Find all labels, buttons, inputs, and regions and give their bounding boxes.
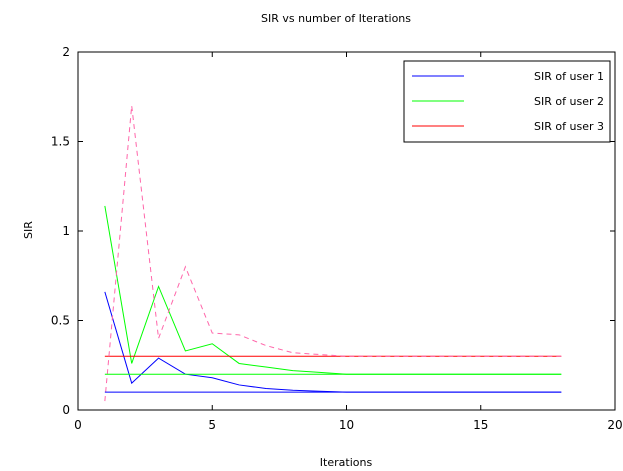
x-tick-label: 15 bbox=[473, 418, 488, 432]
y-tick-label: 1.5 bbox=[51, 135, 70, 149]
y-tick-label: 1 bbox=[62, 224, 70, 238]
legend-label-3: SIR of user 3 bbox=[534, 120, 604, 133]
legend-label-2: SIR of user 2 bbox=[534, 95, 604, 108]
x-tick-label: 10 bbox=[339, 418, 354, 432]
plot-area: 0 5 10 15 20 0 0.5 1 1.5 2 SIR of user 1 SIR of use… bbox=[51, 45, 623, 432]
x-axis-label: Iterations bbox=[320, 456, 373, 469]
y-tick-label: 0 bbox=[62, 403, 70, 417]
series-line-4 bbox=[104, 105, 562, 402]
x-tick-label: 5 bbox=[208, 418, 216, 432]
series-line-1 bbox=[104, 291, 562, 393]
y-tick-label: 2 bbox=[62, 45, 70, 59]
chart-title: SIR vs number of Iterations bbox=[261, 12, 411, 25]
legend-label-1: SIR of user 1 bbox=[534, 70, 604, 83]
x-tick-label: 20 bbox=[607, 418, 622, 432]
y-axis-label: SIR bbox=[22, 221, 35, 239]
x-tick-label: 0 bbox=[74, 418, 82, 432]
y-tick-label: 0.5 bbox=[51, 314, 70, 328]
series-line-2 bbox=[104, 205, 562, 375]
